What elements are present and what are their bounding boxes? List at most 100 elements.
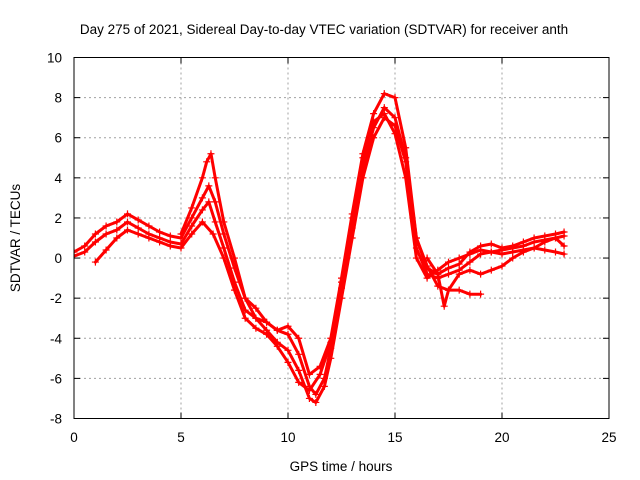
x-tick-label: 20 [494, 430, 509, 445]
data-point [156, 238, 164, 246]
plot-frame [73, 57, 610, 419]
series-line [74, 116, 566, 404]
data-point [220, 244, 228, 252]
data-point [412, 234, 420, 242]
grid [74, 57, 609, 419]
x-tick-label: 10 [280, 430, 295, 445]
data-point [145, 222, 153, 230]
data-point [91, 258, 99, 266]
data-point [295, 334, 303, 342]
data-point [498, 262, 506, 270]
data-point [560, 242, 568, 250]
data-point [509, 248, 517, 256]
data-point [252, 304, 260, 312]
x-tick-label: 5 [177, 430, 185, 445]
data-point [541, 238, 549, 246]
data-point [423, 254, 431, 262]
data-point [552, 248, 559, 256]
data-point [380, 90, 388, 98]
data-point [423, 262, 431, 270]
data-point [445, 286, 452, 294]
x-tick-label: 25 [601, 430, 616, 445]
data-point [316, 362, 324, 370]
data-point [231, 286, 238, 294]
data-point [166, 242, 174, 250]
data-point [423, 274, 431, 282]
data-point [102, 230, 110, 238]
series-line [425, 236, 566, 308]
y-tick-label: 8 [54, 91, 62, 106]
data-point [412, 254, 420, 262]
y-tick-label: -2 [50, 291, 62, 306]
data-point [220, 254, 228, 262]
data-point [203, 158, 211, 166]
x-tick-label: 0 [70, 430, 78, 445]
data-point [391, 130, 399, 138]
data-point [284, 358, 292, 366]
y-tick-label: 10 [47, 51, 62, 66]
data-point [207, 150, 215, 158]
data-point [177, 230, 185, 238]
data-point [380, 110, 388, 118]
data-point [560, 250, 568, 258]
data-point [220, 218, 228, 226]
data-point [348, 210, 356, 218]
data-point [466, 250, 474, 258]
data-point [205, 182, 213, 190]
data-point [81, 242, 89, 250]
series-track-5 [423, 234, 568, 310]
data-point [113, 234, 121, 242]
x-axis-label: GPS time / hours [290, 459, 393, 474]
data-point [391, 94, 399, 102]
data-point [487, 266, 495, 274]
data-point [263, 318, 271, 326]
data-point [209, 230, 217, 238]
data-point [455, 254, 463, 262]
data-point [102, 246, 110, 254]
axis-ticks [73, 57, 610, 419]
data-point [134, 230, 142, 238]
y-tick-label: -4 [50, 331, 62, 346]
data-point [211, 198, 219, 206]
data-point [91, 230, 99, 238]
data-point [391, 114, 399, 122]
data-point [295, 378, 303, 386]
data-point [188, 214, 196, 222]
data-point [198, 194, 206, 202]
series-track-2 [74, 114, 568, 406]
data-point [205, 198, 213, 206]
data-point [305, 386, 313, 394]
data-point [312, 398, 320, 406]
y-tick-label: -6 [50, 371, 62, 386]
data-point [124, 210, 131, 218]
data-point [487, 240, 495, 248]
data-point [211, 174, 219, 182]
data-point [156, 228, 164, 236]
data-point [338, 274, 345, 282]
data-point [560, 232, 568, 240]
data-point [198, 174, 206, 182]
data-point [509, 254, 517, 262]
data-point [134, 216, 142, 224]
data-point [188, 222, 196, 230]
data-point [177, 244, 185, 252]
data-point [477, 290, 485, 298]
data-point [305, 394, 313, 402]
data-point [466, 266, 474, 274]
data-point [327, 334, 335, 342]
data-point [284, 322, 292, 330]
data-point [312, 390, 320, 398]
data-point [498, 250, 506, 258]
data-point [530, 238, 538, 246]
data-point [477, 246, 485, 254]
x-tick-label: 15 [387, 430, 402, 445]
data-point [241, 294, 249, 302]
data-point [231, 254, 238, 262]
data-point [124, 218, 131, 226]
y-tick-label: 4 [54, 171, 62, 186]
data-point [359, 150, 367, 158]
data-point [113, 226, 121, 234]
data-point [552, 234, 559, 242]
x-tick-labels: 0 5 10 15 20 25 [70, 430, 616, 445]
data-point [284, 346, 292, 354]
